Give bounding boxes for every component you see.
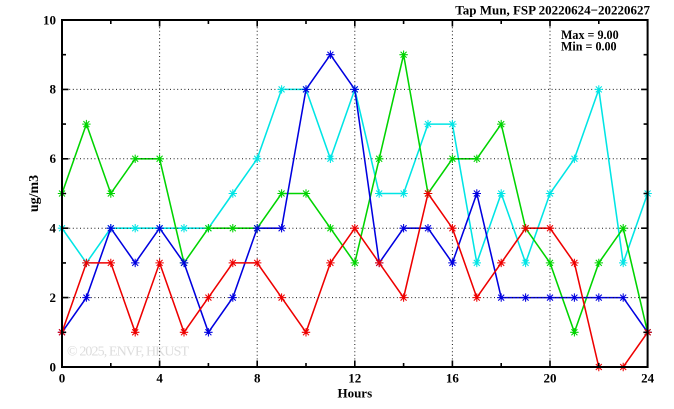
svg-text:Max = 9.00: Max = 9.00	[561, 28, 619, 42]
svg-text:20: 20	[544, 370, 557, 385]
svg-text:8: 8	[50, 82, 57, 97]
svg-text:2: 2	[50, 290, 57, 305]
svg-text:12: 12	[348, 370, 361, 385]
svg-text:Tap Mun, FSP 20220624−20220627: Tap Mun, FSP 20220624−20220627	[455, 2, 650, 17]
svg-text:4: 4	[50, 221, 57, 236]
svg-text:8: 8	[254, 370, 261, 385]
svg-text:© 2025, ENVF, HKUST: © 2025, ENVF, HKUST	[67, 344, 189, 359]
svg-text:Hours: Hours	[337, 385, 372, 400]
svg-text:0: 0	[59, 370, 66, 385]
svg-text:16: 16	[446, 370, 460, 385]
svg-text:ug/m3: ug/m3	[27, 175, 42, 212]
svg-text:0: 0	[50, 359, 57, 374]
svg-text:4: 4	[156, 370, 163, 385]
svg-text:Min = 0.00: Min = 0.00	[561, 40, 617, 54]
svg-text:6: 6	[50, 151, 57, 166]
svg-text:24: 24	[641, 370, 655, 385]
svg-text:10: 10	[43, 12, 56, 27]
